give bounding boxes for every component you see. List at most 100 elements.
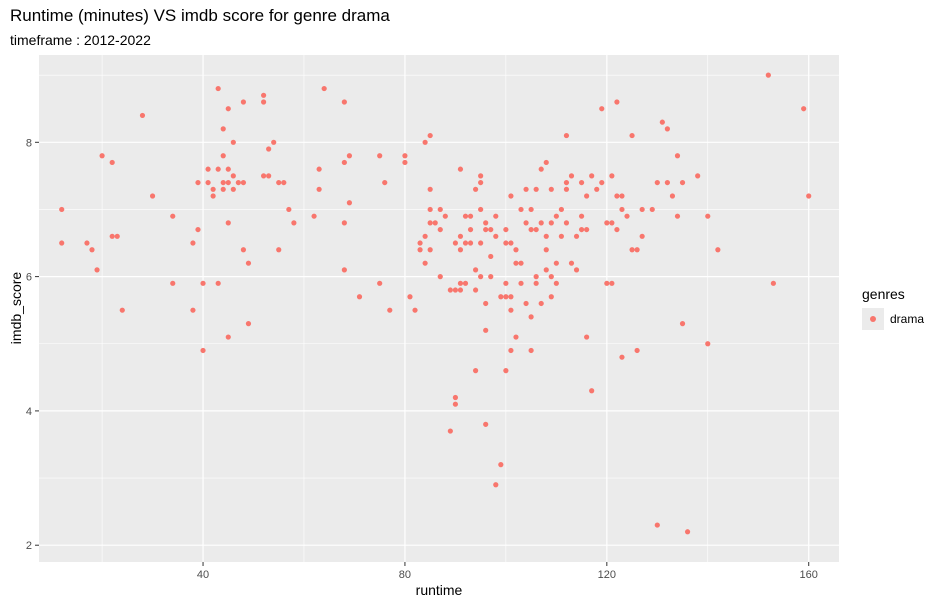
data-point [478, 240, 484, 246]
data-point [437, 206, 443, 213]
data-point [563, 220, 570, 226]
data-point [715, 247, 721, 253]
major-gridlines [39, 55, 839, 562]
data-point [220, 126, 226, 132]
data-point [493, 233, 499, 239]
data-point [432, 220, 438, 226]
data-point [119, 307, 125, 313]
data-point [457, 287, 464, 293]
data-point [59, 240, 65, 246]
data-point [139, 112, 146, 119]
data-point [578, 179, 585, 186]
data-point [225, 106, 231, 112]
data-point [341, 220, 347, 226]
data-point [452, 394, 459, 401]
data-point [478, 206, 484, 213]
data-point [584, 334, 590, 340]
data-point [382, 179, 388, 186]
data-point [528, 206, 534, 213]
data-point [503, 226, 509, 233]
data-point [245, 260, 252, 266]
data-point [422, 260, 428, 266]
data-point [543, 247, 549, 253]
data-point [493, 213, 499, 219]
data-point [634, 247, 640, 253]
data-point [558, 233, 564, 239]
data-point [538, 166, 544, 172]
data-point [462, 213, 469, 219]
data-point [483, 226, 489, 233]
data-point [624, 213, 630, 219]
x-tick-label: 120 [598, 569, 616, 581]
data-point [245, 321, 252, 327]
data-point [548, 274, 554, 280]
data-point [84, 240, 90, 246]
data-point [225, 166, 231, 172]
data-point [568, 260, 575, 266]
data-point [402, 159, 408, 166]
data-point [94, 267, 100, 273]
data-point [483, 327, 489, 333]
data-point [261, 92, 267, 98]
data-point [276, 247, 282, 253]
data-point [457, 247, 464, 253]
plot-panel [39, 55, 839, 562]
data-point [240, 247, 247, 253]
data-point [589, 388, 595, 394]
data-point [281, 179, 287, 186]
data-point [528, 347, 534, 354]
data-point [230, 139, 236, 145]
data-point [195, 179, 201, 186]
data-point [442, 213, 448, 219]
data-point [573, 233, 580, 239]
data-point [563, 186, 570, 192]
data-point [215, 85, 221, 92]
data-point [467, 213, 474, 219]
legend: genres drama [862, 286, 924, 330]
data-point [513, 247, 519, 253]
data-point [346, 153, 353, 159]
data-point [528, 314, 534, 320]
data-point [109, 159, 115, 166]
data-point [200, 280, 206, 286]
data-point [503, 368, 509, 374]
y-tick-label: 4 [26, 406, 32, 418]
legend-item-drama: drama [862, 308, 924, 330]
data-point [503, 294, 509, 300]
data-point [447, 428, 453, 434]
y-axis-ticks: 2 4 6 8 [26, 137, 39, 552]
data-point [412, 307, 418, 313]
y-axis-title: imdb_score [8, 272, 24, 345]
data-point [286, 206, 292, 213]
data-point [483, 300, 489, 307]
data-point [508, 347, 514, 354]
y-tick-label: 8 [26, 137, 32, 149]
data-point [639, 233, 645, 239]
data-point [427, 132, 433, 139]
y-tick-label: 2 [26, 540, 32, 552]
data-point [230, 186, 236, 192]
data-point [639, 206, 645, 213]
data-point [271, 139, 277, 145]
data-point [684, 529, 691, 535]
data-point [316, 166, 322, 172]
data-point [341, 159, 347, 166]
data-point [266, 146, 272, 152]
data-point [240, 179, 247, 186]
data-point [190, 240, 196, 246]
data-point [230, 173, 236, 179]
data-point [200, 347, 206, 354]
data-point [220, 186, 226, 192]
data-point [472, 287, 479, 293]
data-point [705, 341, 711, 347]
data-point [649, 206, 655, 213]
data-point [483, 220, 489, 226]
data-point [427, 247, 433, 253]
data-point [594, 186, 600, 192]
data-point [276, 179, 282, 186]
data-point [553, 213, 559, 219]
data-point [447, 287, 453, 293]
data-point [387, 307, 393, 313]
data-point [508, 307, 514, 313]
